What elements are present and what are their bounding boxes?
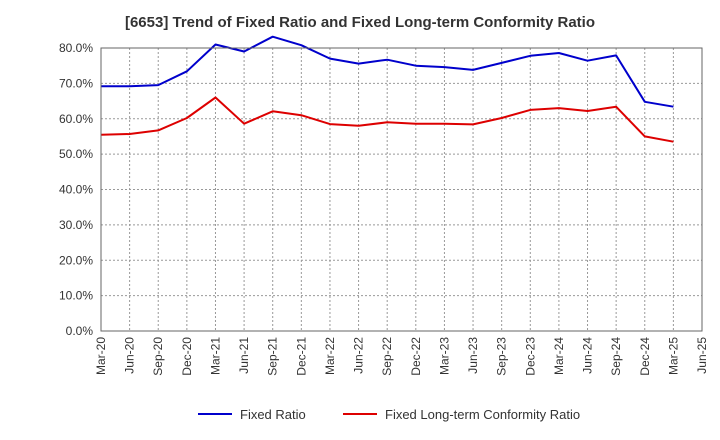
x-tick-label: Mar-23 bbox=[437, 337, 451, 375]
y-tick-label: 60.0% bbox=[59, 112, 93, 126]
x-tick-label: Dec-21 bbox=[294, 337, 308, 376]
x-axis-ticks: Mar-20 Jun-20 Sep-20 Dec-20 Mar-21 Jun-21 Sep-… bbox=[94, 337, 709, 376]
legend: Fixed Ratio Fixed Long-term Conformity Ra… bbox=[198, 407, 580, 422]
x-tick-label: Mar-21 bbox=[208, 337, 222, 375]
x-tick-label: Sep-21 bbox=[266, 337, 280, 376]
legend-label: Fixed Long-term Conformity Ratio bbox=[385, 407, 580, 422]
x-tick-label: Jun-22 bbox=[352, 337, 366, 374]
x-tick-label: Jun-24 bbox=[581, 337, 595, 374]
y-tick-label: 40.0% bbox=[59, 183, 93, 197]
x-tick-label: Mar-25 bbox=[666, 337, 680, 375]
series-lines bbox=[100, 35, 674, 143]
x-tick-label: Sep-22 bbox=[380, 337, 394, 376]
y-tick-label: 10.0% bbox=[59, 289, 93, 303]
grid-lines bbox=[100, 47, 703, 332]
series-line bbox=[101, 35, 674, 108]
chart-title: [6653] Trend of Fixed Ratio and Fixed Lo… bbox=[124, 14, 596, 31]
plot-frame bbox=[100, 47, 703, 332]
y-tick-label: 70.0% bbox=[59, 76, 93, 90]
x-tick-label: Dec-20 bbox=[180, 337, 194, 376]
x-tick-label: Mar-22 bbox=[323, 337, 337, 375]
x-tick-label: Dec-22 bbox=[409, 337, 423, 376]
y-axis-ticks: 0.0% 10.0% 20.0% 30.0% 40.0% 50.0% 60.0% 70.0% 8… bbox=[59, 41, 93, 338]
x-tick-label: Dec-23 bbox=[523, 337, 537, 376]
x-tick-label: Jun-20 bbox=[123, 337, 137, 374]
x-tick-label: Sep-23 bbox=[495, 337, 509, 376]
x-tick-label: Mar-20 bbox=[94, 337, 108, 375]
legend-label: Fixed Ratio bbox=[240, 407, 306, 422]
x-tick-label: Jun-21 bbox=[237, 337, 251, 374]
x-tick-label: Mar-24 bbox=[552, 337, 566, 375]
x-tick-label: Sep-24 bbox=[609, 337, 623, 376]
x-tick-label: Dec-24 bbox=[638, 337, 652, 376]
x-tick-label: Jun-23 bbox=[466, 337, 480, 374]
x-tick-label: Sep-20 bbox=[151, 337, 165, 376]
y-tick-label: 0.0% bbox=[66, 324, 94, 338]
y-tick-label: 20.0% bbox=[59, 253, 93, 267]
x-tick-label: Jun-25 bbox=[695, 337, 709, 374]
y-tick-label: 50.0% bbox=[59, 147, 93, 161]
y-tick-label: 30.0% bbox=[59, 218, 93, 232]
y-tick-label: 80.0% bbox=[59, 41, 93, 55]
series-line bbox=[100, 96, 674, 143]
